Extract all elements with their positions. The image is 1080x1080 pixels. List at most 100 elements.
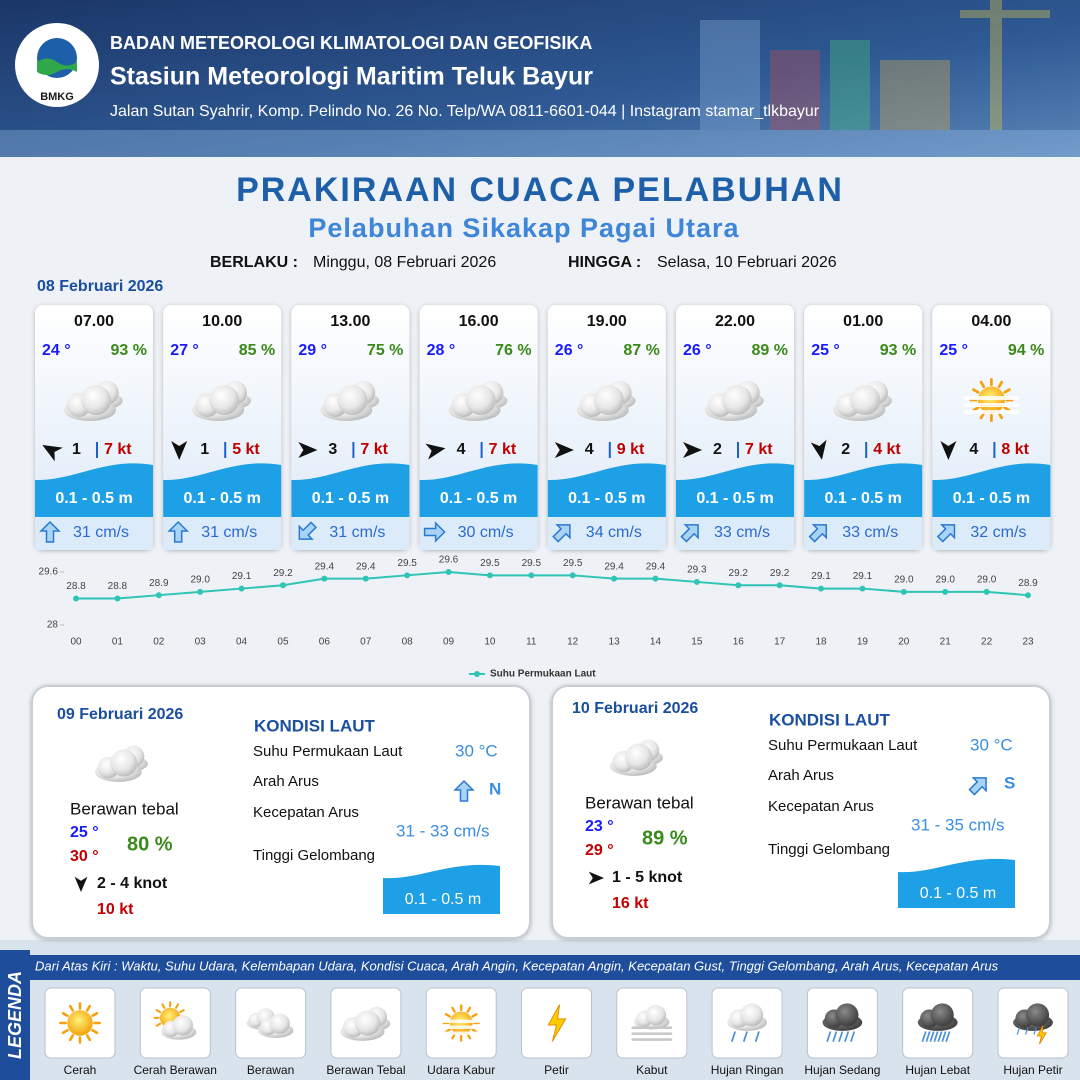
cloud-part [269, 1013, 290, 1034]
date: 09 Februari 2026 [57, 706, 183, 723]
current-speed: 31 cm/s [329, 524, 385, 541]
rain-drop [933, 1031, 939, 1042]
sun-ray [155, 1009, 162, 1014]
legend-label: Hujan Sedang [804, 1063, 880, 1077]
humidity: 93 % [880, 342, 916, 359]
sst-point [693, 578, 700, 585]
logo-text: BMKG [40, 91, 74, 103]
header-decoration [0, 0, 1080, 157]
current-speed: 31 cm/s [73, 524, 129, 541]
rain-drop [921, 1031, 927, 1042]
wind-force: 1 [200, 441, 209, 458]
current-direction-arrow [39, 520, 61, 543]
sun-ray [444, 1028, 452, 1033]
legend-label: Berawan Tebal [326, 1063, 405, 1077]
sun-ray [997, 380, 1004, 389]
logo-wave [37, 58, 77, 75]
wind-speed: 1 - 5 knot [612, 869, 683, 886]
station-name: Stasiun Meteorologi Maritim Teluk Bayur [110, 63, 593, 91]
wind-force: 1 [72, 441, 81, 458]
sst-point [652, 575, 659, 582]
sun-ray [155, 1022, 162, 1027]
humidity: 87 % [623, 342, 659, 359]
haze-bar [437, 1031, 485, 1035]
cloud-part [645, 1004, 667, 1026]
x-tick-label: 20 [898, 637, 910, 648]
sst: 30 °C [455, 741, 498, 760]
y-tick-label: 28 [47, 620, 59, 631]
cloud-part [337, 385, 368, 415]
legend-title: LEGENDA [5, 971, 25, 1059]
x-tick-label: 13 [609, 637, 621, 648]
legend-label: Berawan [247, 1063, 294, 1077]
data-label: 29.3 [687, 565, 707, 576]
data-label: 29.4 [315, 561, 335, 572]
humidity: 75 % [367, 342, 403, 359]
humidity: 89 % [642, 827, 688, 849]
wind-direction-arrow [298, 442, 318, 458]
current-speed: 32 cm/s [970, 524, 1026, 541]
sun-ray [466, 1033, 472, 1040]
x-tick-label: 15 [691, 637, 703, 648]
data-label: 29.5 [480, 558, 500, 569]
sst-point [818, 585, 825, 592]
rain-drop [941, 1031, 947, 1042]
wave-area [804, 463, 923, 517]
data-label: 29.6 [439, 555, 459, 566]
condition: Berawan tebal [585, 793, 694, 812]
x-tick-label: 22 [981, 637, 993, 648]
time: 16.00 [459, 313, 499, 330]
cloud-part [1026, 1003, 1050, 1027]
current-area [163, 517, 282, 550]
x-tick-label: 12 [567, 637, 579, 648]
wind-direction-arrow [554, 442, 574, 458]
current-direction-arrow [968, 777, 987, 796]
current-speed: 31 - 33 cm/s [396, 821, 490, 840]
gust: 7 kt [360, 441, 388, 458]
cloud-part [850, 385, 881, 415]
rain-drop [925, 1031, 931, 1042]
fog-bar [631, 1026, 673, 1029]
sst-point [445, 569, 452, 575]
wave-area [419, 463, 538, 517]
rain-drop [1033, 1027, 1037, 1035]
wave-height: 0.1 - 0.5 m [440, 490, 517, 507]
sea-title: KONDISI LAUT [769, 710, 891, 729]
rain-drop [730, 1031, 737, 1042]
x-tick-label: 16 [733, 637, 745, 648]
wave-height: 0.1 - 0.5 m [825, 490, 902, 507]
sun-ray [471, 1028, 478, 1033]
sst-chart: 28 29.6 00 01 02 03 04 05 06 07 08 09 10 11 12 13 14 15 16… [39, 555, 1039, 680]
sst-point [362, 575, 369, 582]
haze-bar [437, 1019, 485, 1023]
legend-label: Petir [544, 1063, 569, 1077]
data-label: 28.9 [149, 578, 169, 589]
wind-direction-arrow [810, 439, 827, 460]
time: 10.00 [202, 313, 242, 330]
wave-height: 0.1 - 0.5 m [568, 490, 645, 507]
sst-point [776, 582, 783, 589]
sun-ray [471, 1013, 478, 1018]
wind-force: 4 [457, 441, 466, 458]
wind-force: 4 [585, 441, 594, 458]
sun-ray [85, 1034, 92, 1042]
current-speed-label: Kecepatan Arus [768, 798, 874, 815]
humidity: 80 % [127, 833, 173, 855]
sst-point [197, 588, 204, 595]
panel-background [31, 685, 531, 939]
current-dir-label: Arah Arus [768, 767, 834, 784]
current-dir: N [489, 779, 501, 798]
rain-drop [754, 1031, 760, 1042]
sst-point [279, 582, 286, 589]
x-tick-label: 21 [940, 637, 952, 648]
gust: 8 kt [1001, 441, 1029, 458]
lightning [1036, 1025, 1047, 1045]
x-tick-label: 05 [277, 637, 289, 648]
legend-label: Hujan Ringan [711, 1063, 784, 1077]
sst: 30 °C [970, 735, 1013, 754]
sst-point [114, 595, 121, 602]
sun-ray [466, 1006, 472, 1013]
